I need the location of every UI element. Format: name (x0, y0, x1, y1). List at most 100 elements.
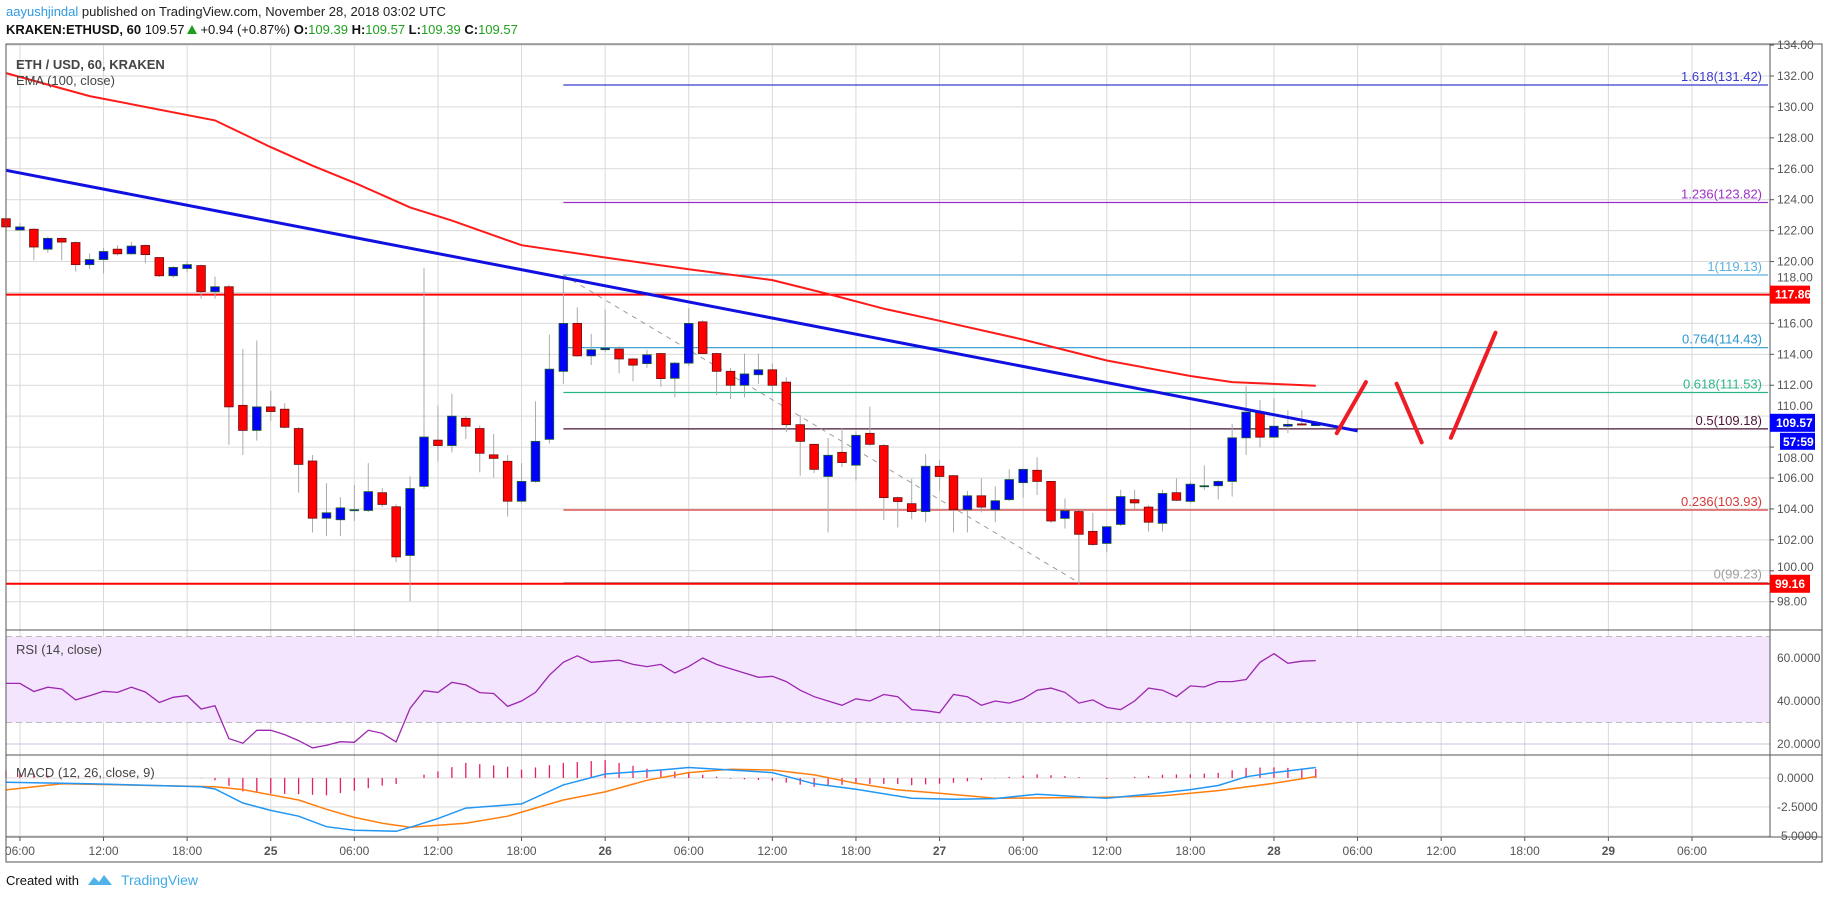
candle-up (1241, 411, 1251, 439)
price-tick-label: 130.00 (1777, 100, 1814, 114)
macd-tick-label: 0.0000 (1777, 771, 1814, 785)
price-tick-label: 108.00 (1777, 451, 1814, 465)
ema-line (5, 72, 1316, 387)
time-tick-label: 06:00 (1008, 844, 1038, 858)
candle-up (530, 440, 541, 482)
tradingview-logo-icon (87, 875, 112, 885)
price-tag-label: 99.16 (1775, 577, 1805, 591)
candle-up (84, 259, 95, 266)
footer: Created with TradingView (6, 872, 198, 888)
chart-border (5, 43, 1823, 863)
candle-up (210, 286, 220, 293)
drawn-stroke (1334, 380, 1368, 436)
candle-down (976, 495, 987, 508)
candle-up (586, 349, 596, 357)
candle-down (433, 439, 443, 446)
candle-down (475, 428, 485, 454)
candle-down (879, 445, 889, 499)
candle-down (307, 460, 318, 519)
price-tick-label: 112.00 (1777, 378, 1813, 392)
fib-level-label: 1.618(131.42) (1681, 69, 1762, 84)
price-tick-label: 132.00 (1777, 69, 1814, 83)
candle-up (670, 362, 680, 379)
time-tick-label: 29 (1602, 844, 1616, 858)
candle-up (363, 491, 373, 511)
macd-tick-label: -5.0000 (1777, 829, 1818, 843)
candle-up (1157, 493, 1168, 524)
low-label: L: (408, 22, 421, 37)
candle-down (140, 245, 151, 255)
candle-down (781, 381, 792, 426)
candle-down (697, 321, 708, 354)
rsi-line (6, 652, 1316, 749)
candle-up (684, 322, 694, 364)
candle-up (447, 415, 457, 446)
candle-up (1102, 526, 1112, 544)
price-tick-label: 104.00 (1777, 502, 1814, 516)
candle-up (1213, 481, 1223, 487)
macd-signal-line (5, 768, 1316, 829)
candle-down (1074, 511, 1084, 535)
candle-down (1088, 530, 1098, 545)
candle-up (1227, 437, 1237, 482)
candle-down (154, 257, 164, 277)
high-value: 109.57 (365, 22, 406, 37)
candle-down (488, 454, 499, 459)
price-tick-label: 102.00 (1777, 533, 1814, 547)
candle-down (502, 460, 513, 502)
author-link[interactable]: aayushjindal (6, 4, 79, 19)
candle-down (1297, 423, 1307, 426)
open-label: O: (293, 22, 309, 37)
fib-level-label: 0.5(109.18) (1696, 413, 1763, 428)
candle-up (43, 237, 53, 250)
price-tick-label: 106.00 (1777, 471, 1814, 485)
candle-up (600, 347, 610, 351)
time-tick-label: 12:00 (89, 844, 119, 858)
time-tick-label: 18:00 (172, 844, 202, 858)
time-tick-label: 06:00 (5, 844, 35, 858)
candle-up (1269, 425, 1279, 438)
price-tick-label: 128.00 (1777, 131, 1814, 145)
published-text: published on TradingView.com, November 2… (81, 4, 446, 19)
candle-down (893, 497, 903, 502)
macd-legend: MACD (12, 26, close, 9) (16, 765, 155, 780)
candle-down (238, 404, 248, 431)
rsi-tick-label: 60.0000 (1777, 651, 1821, 665)
candle-down (1171, 492, 1182, 501)
fib-level-label: 0.764(114.43) (1682, 332, 1762, 347)
time-tick-label: 18:00 (507, 844, 537, 858)
rsi-legend: RSI (14, close) (16, 642, 102, 657)
created-with-text: Created with (6, 872, 79, 888)
candle-up (405, 488, 415, 556)
candle-down (795, 424, 805, 442)
macd-line (5, 766, 1316, 833)
candle-down (1143, 506, 1154, 523)
candle-up (851, 434, 861, 466)
time-tick-label: 12:00 (1092, 844, 1122, 858)
candle-up (753, 369, 764, 376)
candle-up (15, 226, 25, 231)
time-tick-label: 28 (1267, 844, 1281, 858)
time-tick-label: 26 (598, 844, 612, 858)
candle-down (934, 465, 945, 477)
last-price-tag (1770, 413, 1815, 432)
candle-down (572, 322, 582, 357)
fib-level-label: 0.618(111.53) (1683, 377, 1762, 392)
price-tag-label: 117.86 (1775, 288, 1811, 302)
candle-up (168, 267, 178, 277)
candle-down (1046, 481, 1056, 522)
time-tick-label: 18:00 (1175, 844, 1205, 858)
candle-down (377, 492, 387, 505)
candle-up (126, 245, 137, 255)
candle-down (656, 353, 666, 379)
candle-down (837, 451, 847, 463)
low-value: 109.39 (420, 22, 461, 37)
candle-down (391, 506, 401, 558)
candle-up (1060, 510, 1070, 519)
candle-down (711, 353, 722, 372)
time-tick-label: 12:00 (1426, 844, 1456, 858)
tradingview-link[interactable]: TradingView (120, 872, 199, 888)
price-tick-label: 100.00 (1777, 560, 1814, 574)
price-tag (1770, 574, 1810, 593)
